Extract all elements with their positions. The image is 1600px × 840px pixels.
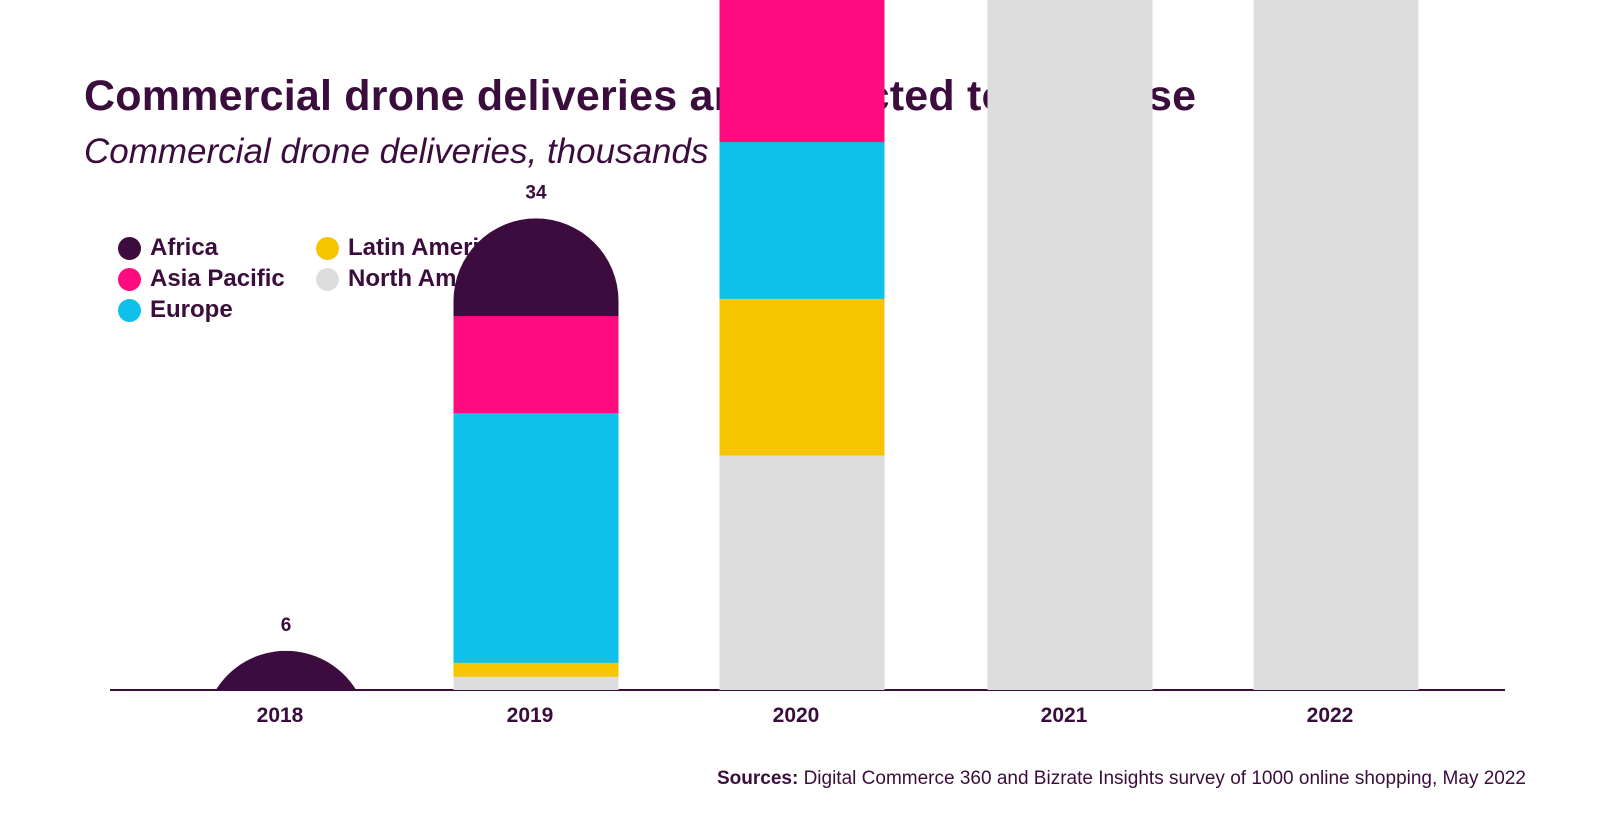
bar-segment-europe-2020 — [719, 141, 885, 299]
total-label-2018: 6 — [281, 615, 292, 636]
bar-segment-latin-america-2020 — [719, 298, 885, 456]
bar-segment-north-america-2021 — [987, 0, 1153, 690]
x-tick-label-2020: 2020 — [773, 704, 820, 727]
legend-item-europe: Europe — [118, 296, 233, 324]
sources-label: Sources: — [716, 768, 799, 789]
x-tick-label-2022: 2022 — [1307, 704, 1354, 727]
legend-label-asia-pacific: Asia Pacific — [150, 265, 285, 292]
legend-item-asia-pacific: Asia Pacific — [118, 265, 285, 293]
bar-segment-africa-2019 — [453, 218, 619, 317]
bar-segment-asia-pacific-2020 — [719, 0, 885, 143]
legend-swatch-europe — [118, 298, 141, 322]
bar-2022 — [1253, 0, 1419, 690]
bar-segment-africa-2018 — [215, 650, 357, 690]
legend-swatch-africa — [118, 236, 141, 260]
bar-2018 — [215, 650, 357, 690]
chart-subtitle: Commercial drone deliveries, thousands — [84, 132, 709, 171]
sources-note: Sources: Digital Commerce 360 and Bizrat… — [717, 768, 1526, 790]
bar-segment-asia-pacific-2019 — [453, 315, 619, 414]
legend-swatch-north-america — [316, 267, 339, 291]
total-label-2019: 34 — [525, 182, 547, 203]
legend-label-africa: Africa — [150, 234, 219, 261]
x-tick-label-2019: 2019 — [507, 704, 554, 727]
legend-swatch-latin-america — [316, 236, 339, 260]
bar-2020 — [719, 0, 885, 690]
sources-text: Digital Commerce 360 and Bizrate Insight… — [803, 768, 1526, 789]
legend-item-africa: Africa — [118, 234, 218, 262]
bar-2021 — [987, 0, 1153, 690]
legend-swatch-asia-pacific — [118, 267, 141, 291]
bar-segment-north-america-2019 — [453, 676, 619, 691]
bar-segment-north-america-2022 — [1253, 0, 1419, 690]
bar-segment-europe-2019 — [453, 412, 619, 663]
bar-2019 — [453, 218, 619, 691]
x-tick-label-2018: 2018 — [257, 704, 304, 727]
legend-label-europe: Europe — [150, 296, 233, 323]
bar-segment-latin-america-2019 — [453, 662, 619, 677]
bar-segment-north-america-2020 — [719, 454, 885, 690]
x-tick-label-2021: 2021 — [1041, 704, 1088, 727]
